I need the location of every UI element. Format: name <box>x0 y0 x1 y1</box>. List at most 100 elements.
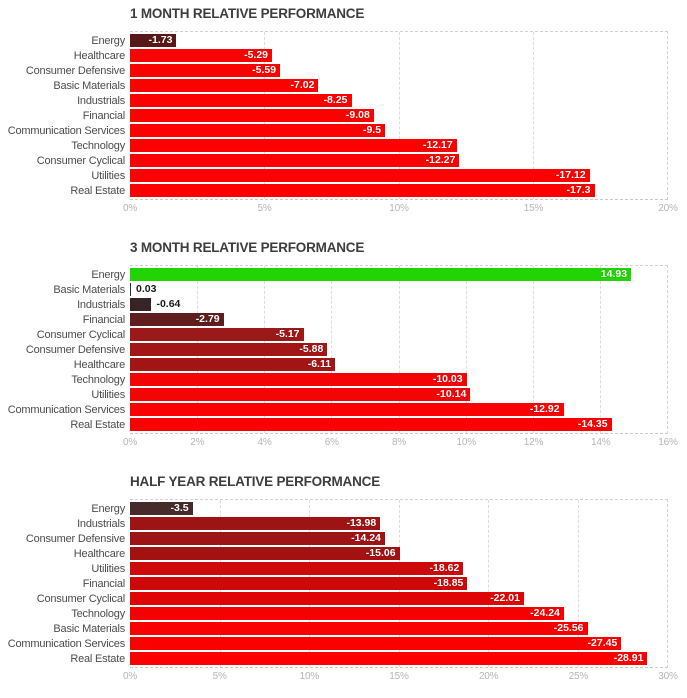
bar-value-label: 0.03 <box>136 283 157 295</box>
chart-title: 1 MONTH RELATIVE PERFORMANCE <box>130 6 365 21</box>
gridline <box>398 266 400 433</box>
axis-tick-label: 16% <box>658 437 678 448</box>
axis-tick-label: 5% <box>257 203 272 214</box>
category-label: Real Estate <box>70 653 125 665</box>
bar-row: -0.64 <box>130 298 667 313</box>
bar-row: -10.14 <box>130 388 667 403</box>
bar: -5.88 <box>130 343 328 356</box>
category-label: Utilities <box>91 389 125 401</box>
bar-row: -14.24 <box>130 532 667 547</box>
bar <box>130 283 131 296</box>
bar-value-label: 14.93 <box>600 268 628 280</box>
bar-row: -12.27 <box>130 154 667 169</box>
bar-value-label: -12.17 <box>422 139 453 151</box>
bar-value-label: -15.06 <box>365 547 396 559</box>
bar-value-label: -5.88 <box>299 343 324 355</box>
axis-tick-label: 0% <box>122 437 138 448</box>
bar-row: -10.03 <box>130 373 667 388</box>
bar-rows: -1.73 -5.29 -5.59 -7.02 -8.25 -9.08 -9.5 <box>130 34 667 199</box>
bar-row: -8.25 <box>130 94 667 109</box>
bar-row: -25.56 <box>130 622 667 637</box>
relative-performance-chart: HALF YEAR RELATIVE PERFORMANCE Energy Ind… <box>0 473 687 684</box>
bar: -5.59 <box>130 64 281 77</box>
axis-tick-label: 12% <box>523 437 544 448</box>
category-label: Industrials <box>77 95 125 107</box>
gridline <box>532 266 534 433</box>
bar-value-label: -12.92 <box>529 403 560 415</box>
charts-root: 1 MONTH RELATIVE PERFORMANCE Energy Healt… <box>0 6 687 684</box>
category-label: Consumer Cyclical <box>36 155 125 167</box>
bar: -2.79 <box>130 313 224 326</box>
axis-tick-label: 0% <box>122 671 138 682</box>
category-label: Energy <box>91 35 125 47</box>
value-axis: 0% 5% 10% 15% 20% 25% 30% <box>123 668 678 684</box>
bar-row: -6.11 <box>130 358 667 373</box>
axis-tick-label: 10% <box>299 671 320 682</box>
bar-row: -5.17 <box>130 328 667 343</box>
bar-value-label: -18.62 <box>429 562 460 574</box>
chart-body: Energy Industrials Consumer Defensive Healt… <box>0 499 687 668</box>
bar-value-label: -10.03 <box>432 373 463 385</box>
bar: -18.85 <box>130 577 468 590</box>
plot-area: -1.73 -5.29 -5.59 -7.02 -8.25 -9.08 -9.5 <box>130 31 668 200</box>
bar: -3.5 <box>130 502 193 515</box>
category-label: Industrials <box>77 518 125 530</box>
bar: -14.35 <box>130 418 612 431</box>
gridline <box>599 266 601 433</box>
bar: -12.17 <box>130 139 457 152</box>
bar-row: -17.12 <box>130 169 667 184</box>
bar-rows: -3.5 -13.98 -14.24 -15.06 -18.62 -18.85 … <box>130 502 667 667</box>
bar: -5.17 <box>130 328 304 341</box>
bar-row: -2.79 <box>130 313 667 328</box>
axis-tick-label: 10% <box>456 437 477 448</box>
bar: -10.14 <box>130 388 471 401</box>
axis-tick-label: 25% <box>568 671 589 682</box>
bar-value-label: -17.12 <box>555 169 586 181</box>
bar: -15.06 <box>130 547 400 560</box>
bar-row: -5.88 <box>130 343 667 358</box>
bar: 14.93 <box>130 268 632 281</box>
bar-value-label: -0.64 <box>156 298 181 310</box>
bar-row: -18.62 <box>130 562 667 577</box>
bar: -9.08 <box>130 109 374 122</box>
bar-value-label: -13.98 <box>346 517 377 529</box>
bar: -22.01 <box>130 592 524 605</box>
chart-title: HALF YEAR RELATIVE PERFORMANCE <box>130 474 381 489</box>
bar: -10.03 <box>130 373 467 386</box>
axis-tick-label: 10% <box>389 203 409 214</box>
bar-value-label: -10.14 <box>436 388 467 400</box>
bar: -1.73 <box>130 34 177 47</box>
category-label: Consumer Cyclical <box>36 593 125 605</box>
category-label: Consumer Defensive <box>25 533 125 545</box>
axis-tick-label: 5% <box>212 671 227 682</box>
bar-value-label: -9.08 <box>345 109 370 121</box>
category-label: Communication Services <box>7 638 125 650</box>
axis-tick-label: 20% <box>478 671 499 682</box>
relative-performance-chart: 3 MONTH RELATIVE PERFORMANCE Energy Basic… <box>0 239 687 450</box>
bar: -6.11 <box>130 358 336 371</box>
bar: -14.24 <box>130 532 385 545</box>
bar-row: -12.17 <box>130 139 667 154</box>
axis-tick-label: 0% <box>122 203 138 214</box>
bar-value-label: -14.24 <box>351 532 381 544</box>
plot-area: -3.5 -13.98 -14.24 -15.06 -18.62 -18.85 … <box>130 499 668 668</box>
bar-row: 0.03 <box>130 283 667 298</box>
category-label: Financial <box>82 578 125 590</box>
value-axis: 0% 2% 4% 6% 8% 10% 12% 14% 16% <box>123 434 678 450</box>
bar-row: -3.5 <box>130 502 667 517</box>
bar-row: -7.02 <box>130 79 667 94</box>
bar-row: -17.3 <box>130 184 667 199</box>
category-label: Technology <box>71 374 125 386</box>
bar: -7.02 <box>130 79 319 92</box>
bar-row: 14.93 <box>130 268 667 283</box>
bar-row: -24.24 <box>130 607 667 622</box>
gridline <box>465 266 467 433</box>
category-label: Utilities <box>91 170 125 182</box>
bar-value-label: -9.5 <box>362 124 382 136</box>
plot-area: 14.93 0.03 -0.64 -2.79 -5.17 -5.88 -6.11 <box>130 265 668 434</box>
category-label: Communication Services <box>7 404 125 416</box>
bar: -24.24 <box>130 607 564 620</box>
category-label: Basic Materials <box>53 80 125 92</box>
bar-rows: 14.93 0.03 -0.64 -2.79 -5.17 -5.88 -6.11 <box>130 268 667 433</box>
bar-row: -18.85 <box>130 577 667 592</box>
